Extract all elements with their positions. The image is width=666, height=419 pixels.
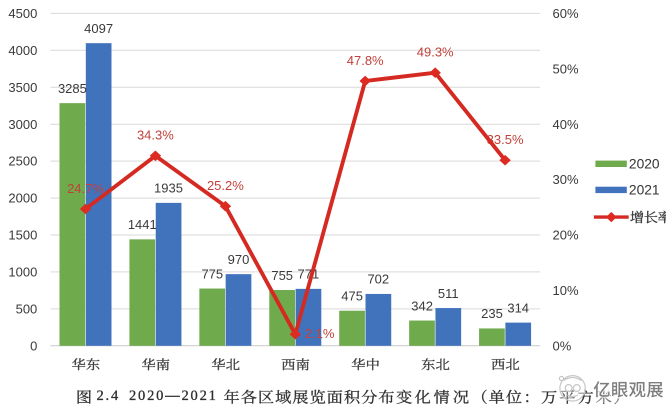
svg-text:3000: 3000	[8, 117, 37, 132]
svg-text:4500: 4500	[8, 6, 37, 21]
svg-text:10%: 10%	[553, 283, 579, 298]
svg-text:2.1%: 2.1%	[305, 326, 335, 341]
svg-text:25.2%: 25.2%	[207, 178, 244, 193]
svg-text:30%: 30%	[553, 172, 579, 187]
svg-text:47.8%: 47.8%	[347, 53, 384, 68]
svg-text:2020—2021: 2020—2021	[129, 388, 218, 404]
svg-text:235: 235	[481, 306, 503, 321]
svg-text:970: 970	[228, 252, 250, 267]
svg-text:771: 771	[298, 267, 320, 282]
svg-text:3500: 3500	[8, 80, 37, 95]
svg-text:1500: 1500	[8, 228, 37, 243]
svg-text:475: 475	[341, 289, 363, 304]
svg-text:2500: 2500	[8, 154, 37, 169]
svg-text:500: 500	[16, 302, 38, 317]
svg-text:0: 0	[30, 338, 37, 353]
svg-text:1000: 1000	[8, 265, 37, 280]
svg-text:511: 511	[438, 286, 459, 301]
svg-text:2021: 2021	[629, 182, 660, 197]
svg-text:702: 702	[367, 272, 389, 287]
svg-text:0%: 0%	[553, 338, 572, 353]
svg-text:2020: 2020	[629, 156, 660, 171]
svg-text:50%: 50%	[553, 61, 579, 76]
svg-text:3285: 3285	[58, 81, 87, 96]
svg-text:775: 775	[201, 266, 223, 281]
svg-text:20%: 20%	[553, 228, 579, 243]
svg-text:4000: 4000	[8, 43, 37, 58]
svg-text:40%: 40%	[553, 117, 579, 132]
svg-text:1441: 1441	[128, 217, 157, 232]
svg-text:755: 755	[271, 268, 293, 283]
svg-text:342: 342	[411, 298, 433, 313]
svg-text:4097: 4097	[84, 21, 113, 36]
svg-text:2000: 2000	[8, 191, 37, 206]
svg-text:34.3%: 34.3%	[137, 128, 174, 143]
svg-text:49.3%: 49.3%	[417, 45, 454, 60]
svg-text:1935: 1935	[154, 181, 183, 196]
svg-text:314: 314	[507, 300, 529, 315]
svg-text:60%: 60%	[553, 6, 579, 21]
svg-text:2.4: 2.4	[97, 388, 121, 404]
svg-text:24.7%: 24.7%	[67, 181, 104, 196]
